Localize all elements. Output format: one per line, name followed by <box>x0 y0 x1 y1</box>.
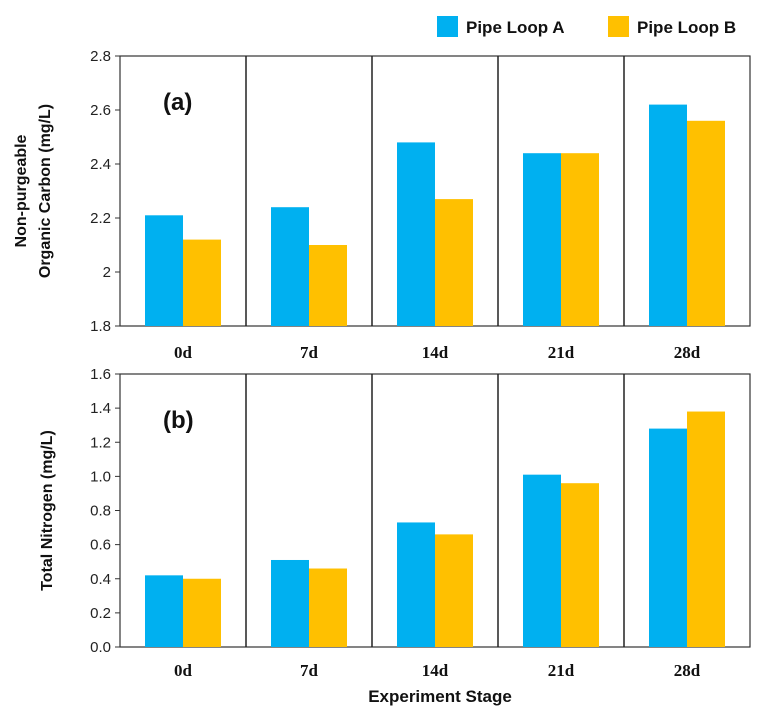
panel-label: (b) <box>163 407 194 434</box>
bar-pipe-loop-b-28d <box>687 411 725 647</box>
y-tick-label: 0.0 <box>90 639 111 656</box>
bar-pipe-loop-a-7d <box>271 559 309 647</box>
panel-a-npoc: 1.8 2 2.2 2.4 2.6 2.8 0d 7d 14d 21d 28d (a) Non-purg… <box>13 48 751 362</box>
y-tick-label: 0.8 <box>90 503 111 520</box>
legend-label-pipe-loop-a: Pipe Loop A <box>466 18 565 37</box>
y-axis-title: Non-purgeable <box>13 134 30 247</box>
legend-swatch-pipe-loop-b <box>608 16 629 37</box>
category-label-7d: 7d <box>300 343 319 362</box>
bar-pipe-loop-a-28d <box>649 104 687 326</box>
legend-swatch-pipe-loop-a <box>437 16 458 37</box>
y-tick-label: 1.4 <box>90 400 111 417</box>
y-tick-label: 2.8 <box>90 48 111 65</box>
bar-pipe-loop-a-21d <box>523 153 561 326</box>
category-label-7d: 7d <box>300 661 319 680</box>
y-tick-label: 1.6 <box>90 366 111 383</box>
bar-pipe-loop-b-28d <box>687 120 725 326</box>
bar-pipe-loop-b-7d <box>309 245 347 326</box>
bar-pipe-loop-a-21d <box>523 474 561 647</box>
bar-pipe-loop-b-21d <box>561 153 599 326</box>
category-label-21d: 21d <box>548 661 575 680</box>
panel-b-total-nitrogen: 0.0 0.2 0.4 0.6 0.8 1.0 1.2 1.4 1.6 0d 7d 14d 21d 28d… <box>39 366 751 680</box>
bar-pipe-loop-b-14d <box>435 199 473 326</box>
y-tick-label: 2.6 <box>90 102 111 119</box>
bar-pipe-loop-a-0d <box>145 575 183 647</box>
bar-pipe-loop-b-21d <box>561 483 599 647</box>
y-tick-label: 0.4 <box>90 571 111 588</box>
category-label-28d: 28d <box>674 343 701 362</box>
y-tick-label: 0.6 <box>90 537 111 554</box>
legend: Pipe Loop A Pipe Loop B <box>437 16 736 37</box>
bar-pipe-loop-a-7d <box>271 207 309 326</box>
y-tick-label: 2.4 <box>90 156 111 173</box>
bar-pipe-loop-b-7d <box>309 568 347 647</box>
category-label-0d: 0d <box>174 661 193 680</box>
category-label-14d: 14d <box>422 661 449 680</box>
bar-pipe-loop-a-14d <box>397 522 435 647</box>
y-tick-label: 2 <box>103 264 111 281</box>
y-tick-label: 0.2 <box>90 605 111 622</box>
bar-pipe-loop-b-0d <box>183 578 221 647</box>
panel-label: (a) <box>163 89 192 116</box>
bar-pipe-loop-b-0d <box>183 239 221 326</box>
y-tick-label: 1.2 <box>90 434 111 451</box>
bar-pipe-loop-b-14d <box>435 534 473 647</box>
x-axis-title: Experiment Stage <box>368 687 512 706</box>
y-tick-label: 1.0 <box>90 468 111 485</box>
y-axis-title: Total Nitrogen (mg/L) <box>39 430 56 591</box>
bar-pipe-loop-a-28d <box>649 428 687 647</box>
y-axis-title: Organic Carbon (mg/L) <box>37 104 54 278</box>
y-tick-label: 2.2 <box>90 210 111 227</box>
category-label-0d: 0d <box>174 343 193 362</box>
y-tick-label: 1.8 <box>90 318 111 335</box>
bar-pipe-loop-a-14d <box>397 142 435 326</box>
category-label-14d: 14d <box>422 343 449 362</box>
legend-label-pipe-loop-b: Pipe Loop B <box>637 18 736 37</box>
category-label-28d: 28d <box>674 661 701 680</box>
category-label-21d: 21d <box>548 343 575 362</box>
bar-pipe-loop-a-0d <box>145 215 183 326</box>
